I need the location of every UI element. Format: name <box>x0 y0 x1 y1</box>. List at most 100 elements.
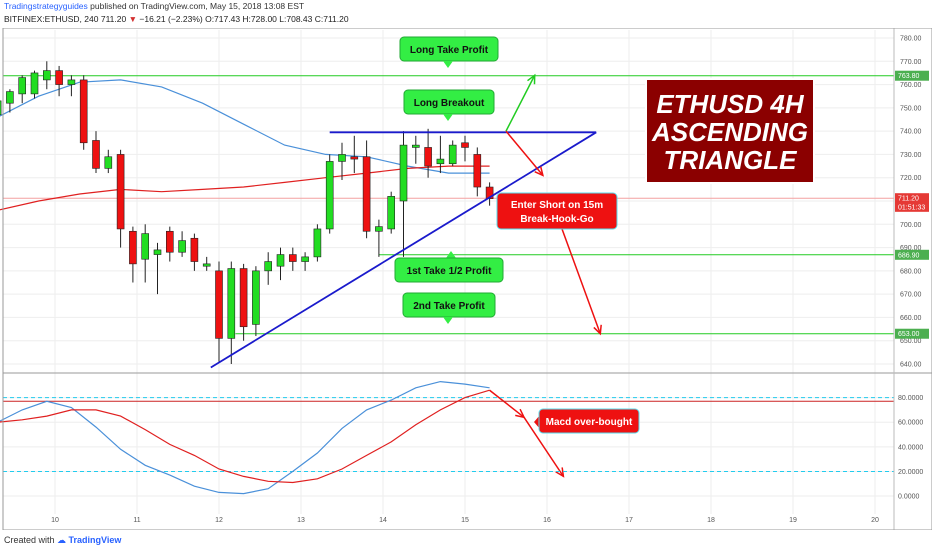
price-label-text: 711.20 <box>898 196 919 203</box>
candle-body <box>424 147 432 167</box>
candle-body <box>141 233 149 260</box>
macd-overbought-label: Macd over-bought <box>546 417 633 428</box>
moving-averages <box>0 79 490 211</box>
change-arrow: ▼ <box>128 14 138 24</box>
time-tick-label: 17 <box>625 517 633 524</box>
ma-red <box>0 165 490 211</box>
price-label-bg <box>895 249 929 260</box>
price-label-bg <box>895 201 929 212</box>
candle-body <box>79 79 88 144</box>
macd-down-arrow <box>523 416 565 477</box>
price-tick-label: 780.00 <box>900 36 922 43</box>
macd-axis[interactable]: 80.0000 60.0000 40.0000 20.0000 0.0000 <box>898 395 923 500</box>
price-tick-label: 670.00 <box>900 292 922 299</box>
symbol-info-bar: BITFINEX:ETHUSD, 240 711.20 ▼ −16.21 (−2… <box>0 13 932 26</box>
time-axis[interactable]: 10 11 12 13 14 15 16 17 18 19 20 <box>51 517 879 524</box>
candle-body <box>153 249 162 255</box>
candle-body <box>338 154 346 162</box>
price-label-text: 01:51:33 <box>898 204 925 211</box>
macd-tick-label: 0.0000 <box>898 494 920 501</box>
candle-body <box>448 144 457 165</box>
long-breakout-arrow-head <box>527 73 536 85</box>
candle-body <box>252 270 260 325</box>
time-tick-label: 19 <box>789 517 797 524</box>
tradingview-brand[interactable]: TradingView <box>68 535 122 545</box>
title-line-2: ASCENDING <box>651 117 808 147</box>
macd-tick-label: 80.0000 <box>898 395 923 402</box>
candle-body <box>190 237 199 262</box>
candle-body <box>264 261 273 272</box>
price-tick-label: 660.00 <box>900 315 922 322</box>
candle-body <box>411 144 420 148</box>
ascending-triangle <box>210 131 597 369</box>
macd-tick-label: 60.0000 <box>898 420 923 427</box>
candle-body <box>387 196 396 230</box>
chart-border <box>2 28 932 530</box>
short-entry-arrow <box>505 130 544 176</box>
short-entry-arrow-head <box>534 166 545 177</box>
long-take-profit-label: Long Take Profit <box>410 45 489 56</box>
long-breakout-arrow <box>505 74 536 132</box>
macd-tick-label: 40.0000 <box>898 444 923 451</box>
price-tick-label: 690.00 <box>900 245 922 252</box>
candle-body <box>276 254 285 267</box>
candle-body <box>178 240 186 253</box>
price-tick-label: 730.00 <box>900 152 922 159</box>
price-tick-label: 770.00 <box>900 59 922 66</box>
price-tick-label: 680.00 <box>900 268 922 275</box>
change-value: −16.21 (−2.23%) <box>139 14 203 24</box>
cloud-icon: ☁ <box>57 535 69 545</box>
time-tick-label: 11 <box>133 517 140 524</box>
time-tick-label: 15 <box>461 517 469 524</box>
time-tick-label: 14 <box>379 517 387 524</box>
candle-body <box>473 154 482 188</box>
price-axis[interactable]: 780.00 770.00 760.00 750.00 740.00 730.00 720.… <box>900 36 922 369</box>
long-breakout-label: Long Breakout <box>414 98 485 109</box>
ohlc-values: O:717.43 H:728.00 L:708.43 C:711.20 <box>202 14 349 24</box>
candle-body <box>92 140 100 169</box>
short-target-arrow <box>554 210 602 334</box>
candle-body <box>6 91 14 104</box>
candle-body <box>362 156 371 232</box>
macd-series <box>0 380 894 495</box>
footer: Created with ☁ TradingView <box>0 530 932 550</box>
title-line-1: ETHUSD 4H <box>656 89 805 119</box>
candle-body <box>288 254 297 262</box>
macd-overbought-callout: Macd over-bought <box>534 408 640 434</box>
price-label-text: 686.90 <box>898 252 920 259</box>
publish-info: published on TradingView.com, May 15, 20… <box>87 1 305 11</box>
price-label-text: 763.80 <box>898 73 920 80</box>
price-tick-label: 700.00 <box>900 222 922 229</box>
price-tick-label: 640.00 <box>900 362 922 369</box>
price-label-text: 653.00 <box>898 331 920 338</box>
macd-tick-label: 20.0000 <box>898 469 923 476</box>
price-tick-label: 720.00 <box>900 175 922 182</box>
candle-body <box>227 268 236 339</box>
second-take-profit-label: 2nd Take Profit <box>413 301 485 312</box>
candle-body <box>202 263 211 267</box>
long-breakout-callout: Long Breakout <box>403 89 495 121</box>
enter-short-line-1: Enter Short on 15m <box>511 200 603 211</box>
time-tick-label: 12 <box>215 517 223 524</box>
price-tick-label: 750.00 <box>900 105 922 112</box>
price-tick-label: 650.00 <box>900 338 922 345</box>
last-price: 711.20 <box>100 14 127 24</box>
long-take-profit-callout: Long Take Profit <box>399 36 499 68</box>
created-with-text: Created with <box>4 535 58 545</box>
price-label-bg <box>895 328 929 339</box>
enter-short-line-2: Break-Hook-Go <box>520 214 593 225</box>
chart-canvas[interactable]: 780.00 770.00 760.00 750.00 740.00 730.00 720.… <box>0 28 932 530</box>
macd-down-arrow-head <box>555 467 565 478</box>
arrows <box>489 73 602 478</box>
candle-body <box>436 158 445 165</box>
candle-body <box>461 142 469 148</box>
first-take-profit-callout: 1st Take 1/2 Profit <box>394 251 504 283</box>
candle-body <box>67 79 76 85</box>
candle-body <box>18 77 27 95</box>
candle-body <box>239 268 248 328</box>
author-link[interactable]: Tradingstrategyguides <box>4 1 88 11</box>
time-tick-label: 10 <box>51 517 59 524</box>
price-tick-label: 760.00 <box>900 82 922 89</box>
candle-body <box>129 230 137 265</box>
